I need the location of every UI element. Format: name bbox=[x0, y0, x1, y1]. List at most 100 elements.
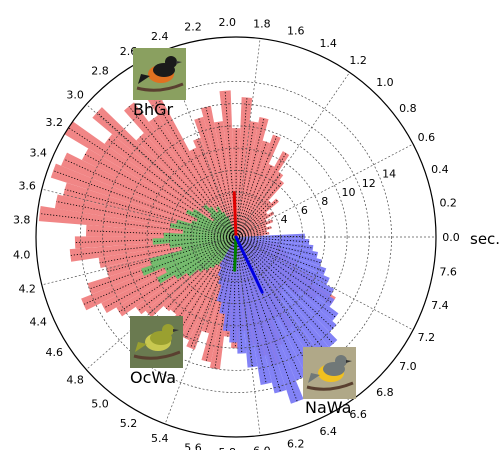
bar-guide bbox=[232, 236, 237, 343]
bar-bhgr bbox=[64, 121, 237, 237]
bar-ocwa bbox=[169, 237, 236, 249]
radial-tick-label: 10 bbox=[342, 186, 356, 199]
bar-nawa bbox=[236, 237, 314, 252]
bar-guide bbox=[235, 220, 273, 238]
bar-guide bbox=[165, 236, 237, 271]
radial-gridline bbox=[168, 169, 304, 305]
bar-bhgr bbox=[236, 224, 267, 237]
bar-guide bbox=[235, 236, 334, 329]
bar-guide bbox=[235, 212, 274, 238]
bar-bhgr bbox=[236, 117, 269, 237]
bar-nawa bbox=[219, 237, 236, 315]
angle-gridline bbox=[235, 143, 414, 238]
bar-bhgr bbox=[146, 92, 236, 237]
bar-nawa bbox=[236, 237, 318, 259]
bar-guide bbox=[99, 236, 237, 264]
angle-tick-label: 4.6 bbox=[46, 346, 64, 359]
bar-ocwa bbox=[164, 237, 236, 273]
bar-guide bbox=[235, 235, 305, 238]
bar-guide bbox=[235, 236, 336, 318]
hand-nawa bbox=[234, 235, 264, 294]
angle-tick-label: 1.2 bbox=[349, 54, 367, 67]
bar-guide bbox=[192, 149, 237, 238]
bar-guide bbox=[190, 236, 237, 349]
radial-tick-label: 14 bbox=[382, 168, 396, 181]
angle-tick-label: 4.4 bbox=[29, 315, 47, 328]
bar-guide bbox=[198, 236, 237, 272]
angle-ticks: 0.0 0.2 0.4 0.6 0.8 1.0 1.2 1.4 1.6 1.8 2.0 2.2 2.4 2… bbox=[13, 16, 460, 450]
bar-guide bbox=[152, 236, 237, 242]
bar-nawa bbox=[222, 237, 236, 332]
bar-guide bbox=[175, 236, 237, 278]
radial-ticks: 468 10 12 14 bbox=[281, 168, 397, 226]
bar-guide bbox=[235, 236, 333, 294]
angle-tick-label: 5.6 bbox=[184, 442, 202, 450]
bar-nawa bbox=[236, 233, 305, 239]
bird-photo-icon bbox=[303, 347, 356, 399]
bar-ocwa bbox=[156, 237, 236, 284]
bar-nawa bbox=[236, 237, 324, 388]
angle-tick-label: 0.0 bbox=[442, 231, 460, 244]
angle-unit-label: sec. bbox=[470, 230, 500, 248]
angle-gridline bbox=[235, 72, 350, 238]
bar-guide bbox=[139, 136, 237, 238]
angle-tick-label: 2.2 bbox=[184, 20, 202, 33]
angle-tick-label: 4.0 bbox=[13, 248, 31, 261]
bar-guide bbox=[235, 236, 334, 345]
bar-ocwa bbox=[149, 237, 236, 266]
bar-bhgr bbox=[200, 106, 236, 237]
bar-guide bbox=[186, 210, 237, 238]
angle-gridline bbox=[86, 104, 237, 238]
bar-ocwa bbox=[176, 219, 236, 237]
bird-photo-icon bbox=[130, 316, 183, 368]
bar-guide bbox=[235, 236, 298, 402]
bar-bhgr bbox=[124, 102, 236, 237]
bar-guide bbox=[197, 220, 237, 238]
bar-bhgr bbox=[236, 231, 270, 237]
bar-guide bbox=[235, 117, 265, 238]
bar-guide bbox=[235, 97, 248, 238]
bar-guide bbox=[217, 211, 237, 238]
bar-guide bbox=[187, 236, 237, 276]
angle-tick-label: 5.2 bbox=[120, 417, 138, 430]
angle-gridline bbox=[235, 38, 261, 238]
bar-bhgr bbox=[236, 229, 267, 237]
angle-tick-label: 0.4 bbox=[431, 163, 449, 176]
bar-nawa bbox=[236, 237, 338, 348]
bar-nawa bbox=[236, 237, 272, 385]
angle-tick-label: 2.4 bbox=[151, 30, 169, 43]
bar-nawa bbox=[236, 237, 322, 267]
bar-ocwa bbox=[196, 218, 236, 237]
bar-ocwa bbox=[141, 237, 236, 276]
bar-guide bbox=[210, 207, 237, 238]
outer-circle bbox=[35, 36, 437, 438]
bar-guide bbox=[176, 221, 237, 238]
radial-gridline bbox=[80, 81, 392, 393]
angle-tick-label: 2.8 bbox=[91, 65, 109, 78]
angle-tick-label: 6.0 bbox=[253, 444, 271, 450]
bar-guide bbox=[235, 236, 329, 282]
bar-nawa bbox=[236, 237, 287, 394]
bar-bhgr bbox=[236, 97, 253, 237]
bird-label: OcWa bbox=[130, 368, 176, 387]
bar-guide bbox=[235, 236, 318, 256]
angle-gridline bbox=[164, 49, 237, 238]
radial-gridline bbox=[124, 125, 348, 349]
bar-bhgr bbox=[236, 151, 290, 237]
bars-layer bbox=[38, 90, 339, 404]
bar-guide bbox=[218, 236, 237, 276]
radial-tick-label: 12 bbox=[362, 177, 376, 190]
bar-guide bbox=[170, 224, 237, 238]
bar-guide bbox=[235, 236, 314, 249]
bar-guide bbox=[163, 235, 237, 238]
angle-tick-label: 7.6 bbox=[439, 266, 457, 279]
angle-gridline bbox=[164, 236, 237, 425]
bar-guide bbox=[172, 236, 237, 342]
angle-tick-label: 5.4 bbox=[151, 432, 169, 445]
bird-photo-icon bbox=[133, 48, 186, 100]
bar-guide bbox=[235, 152, 287, 238]
bar-bhgr bbox=[193, 137, 236, 237]
bar-bhgr bbox=[50, 163, 236, 237]
hands-layer bbox=[232, 191, 264, 294]
bar-ocwa bbox=[182, 229, 236, 237]
